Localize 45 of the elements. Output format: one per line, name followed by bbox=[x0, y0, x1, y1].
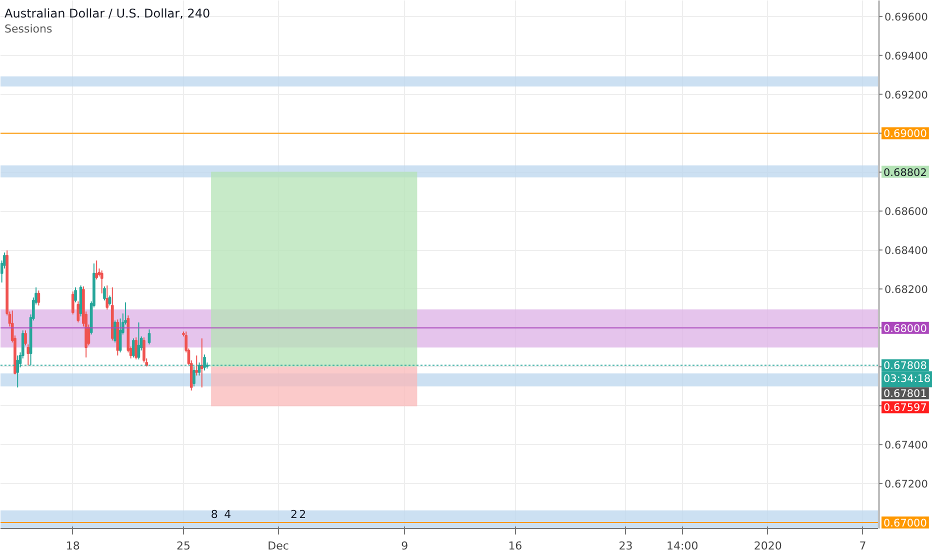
y-tick-label: 0.69600 bbox=[884, 11, 928, 24]
y-tick-label: 0.69400 bbox=[884, 50, 928, 62]
annotation: 8 bbox=[210, 508, 218, 522]
text: Australian Dollar / U.S. Dollar, 240 bbox=[4, 6, 210, 20]
y-tick-label: 0.69200 bbox=[884, 89, 928, 102]
y-tick-label: 0.67200 bbox=[884, 478, 928, 491]
annotation: 2 bbox=[290, 508, 298, 522]
ref-line-label: 0.68000 bbox=[884, 322, 927, 335]
x-tick-label: 25 bbox=[176, 540, 190, 550]
x-tick-label: 16 bbox=[508, 540, 522, 550]
candlestick bbox=[142, 336, 146, 363]
candlestick bbox=[103, 286, 106, 301]
ref-line-label: 0.67808 bbox=[884, 360, 927, 372]
annotation: 4 bbox=[224, 508, 232, 522]
x-tick-label: 14:00 bbox=[666, 540, 698, 550]
y-tick-label: 0.68400 bbox=[884, 245, 928, 257]
candlestick bbox=[76, 300, 80, 323]
x-tick-label: 2020 bbox=[754, 540, 782, 550]
annotation: 0.68802 bbox=[884, 166, 927, 179]
candlestick bbox=[108, 295, 112, 306]
x-tick-label: 9 bbox=[401, 540, 408, 550]
candlestick bbox=[95, 260, 98, 280]
ref-line-label: 0.69000 bbox=[884, 128, 927, 140]
candlestick bbox=[134, 336, 138, 360]
y-tick-label: 0.67400 bbox=[884, 440, 928, 452]
text: 0.67597 bbox=[884, 402, 927, 414]
x-tick-label: Dec bbox=[268, 540, 289, 550]
ref-line-label: 0.67000 bbox=[884, 517, 927, 530]
candlestick bbox=[137, 322, 140, 360]
candlestick bbox=[71, 290, 74, 315]
y-tick-label: 0.68600 bbox=[884, 206, 928, 218]
y-tick-label: 0.68200 bbox=[884, 284, 928, 296]
text: 03:34:18 bbox=[884, 373, 931, 386]
x-tick-label: 18 bbox=[66, 540, 80, 550]
text: 0.67801 bbox=[884, 388, 927, 400]
candlestick bbox=[106, 284, 109, 310]
x-tick-label: 7 bbox=[859, 540, 866, 550]
x-tick-label: 23 bbox=[618, 540, 633, 550]
candlestick bbox=[74, 286, 77, 303]
candlestick bbox=[195, 354, 198, 376]
text: Sessions bbox=[4, 22, 52, 36]
candlestick bbox=[148, 328, 151, 345]
candlestick bbox=[37, 290, 40, 306]
candlestick bbox=[100, 270, 104, 294]
annotation: 2 bbox=[299, 508, 306, 522]
